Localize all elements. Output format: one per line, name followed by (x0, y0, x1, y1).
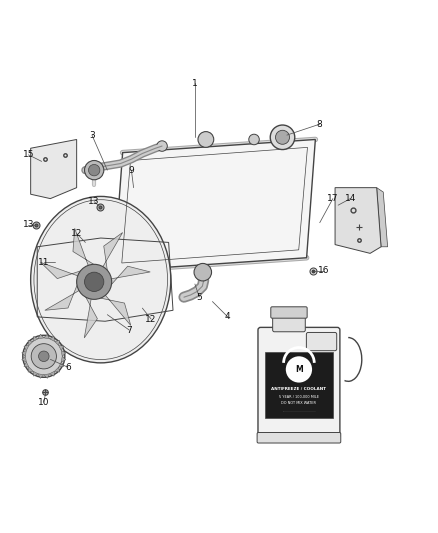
Text: 4: 4 (225, 312, 230, 321)
Circle shape (85, 272, 104, 292)
Polygon shape (59, 362, 64, 367)
Polygon shape (22, 351, 26, 356)
Polygon shape (377, 188, 388, 247)
Polygon shape (49, 336, 55, 342)
Circle shape (88, 165, 100, 176)
Polygon shape (24, 362, 29, 367)
Text: DO NOT MIX WATER: DO NOT MIX WATER (282, 401, 316, 405)
FancyBboxPatch shape (307, 333, 337, 351)
Circle shape (286, 356, 312, 383)
FancyBboxPatch shape (272, 315, 305, 332)
Polygon shape (38, 334, 44, 339)
Polygon shape (44, 374, 49, 378)
Polygon shape (33, 371, 38, 376)
Circle shape (270, 125, 295, 150)
Text: ANTIFREEZE / COOLANT: ANTIFREEZE / COOLANT (272, 387, 326, 391)
Text: 5 YEAR / 100,000 MILE: 5 YEAR / 100,000 MILE (279, 394, 319, 399)
Polygon shape (94, 282, 131, 326)
Text: 12: 12 (71, 229, 82, 238)
Text: 7: 7 (126, 326, 132, 335)
Text: 13: 13 (23, 220, 34, 229)
Circle shape (276, 130, 290, 144)
Circle shape (198, 132, 214, 147)
Text: 1: 1 (192, 79, 198, 88)
Text: 17: 17 (327, 194, 339, 203)
Ellipse shape (31, 197, 171, 363)
Text: 8: 8 (317, 119, 323, 128)
Polygon shape (28, 341, 33, 345)
Polygon shape (41, 262, 94, 282)
Polygon shape (94, 266, 150, 288)
Polygon shape (22, 356, 26, 362)
Polygon shape (94, 232, 123, 282)
Circle shape (39, 351, 49, 361)
Polygon shape (38, 374, 44, 378)
Circle shape (157, 141, 167, 151)
FancyBboxPatch shape (265, 352, 333, 418)
Circle shape (85, 160, 104, 180)
Text: 11: 11 (38, 257, 49, 266)
Polygon shape (33, 336, 38, 342)
FancyBboxPatch shape (271, 307, 307, 318)
Text: ______________________________: ______________________________ (282, 410, 316, 411)
Polygon shape (55, 341, 60, 345)
FancyBboxPatch shape (258, 327, 340, 438)
Polygon shape (28, 367, 33, 372)
Polygon shape (61, 351, 66, 356)
Text: 5: 5 (196, 293, 202, 302)
Polygon shape (61, 356, 66, 362)
Polygon shape (73, 228, 98, 282)
Polygon shape (114, 140, 315, 271)
Polygon shape (31, 140, 77, 199)
Polygon shape (44, 334, 49, 339)
Circle shape (249, 134, 259, 145)
Polygon shape (45, 280, 94, 310)
Polygon shape (83, 282, 97, 338)
Text: 14: 14 (345, 194, 356, 203)
Text: 13: 13 (88, 197, 100, 206)
Text: 10: 10 (38, 398, 49, 407)
Polygon shape (49, 371, 55, 376)
Circle shape (23, 335, 65, 377)
Text: 9: 9 (128, 166, 134, 175)
FancyBboxPatch shape (257, 432, 341, 443)
Circle shape (194, 263, 212, 281)
Polygon shape (55, 367, 60, 372)
Text: 6: 6 (65, 363, 71, 372)
Circle shape (31, 344, 57, 369)
Text: 16: 16 (318, 266, 330, 276)
Polygon shape (24, 345, 29, 351)
Polygon shape (59, 345, 64, 351)
Text: M: M (295, 365, 303, 374)
Text: 3: 3 (89, 131, 95, 140)
Circle shape (77, 264, 112, 300)
Text: 15: 15 (23, 150, 34, 159)
Text: 12: 12 (145, 314, 157, 324)
Polygon shape (335, 188, 381, 253)
